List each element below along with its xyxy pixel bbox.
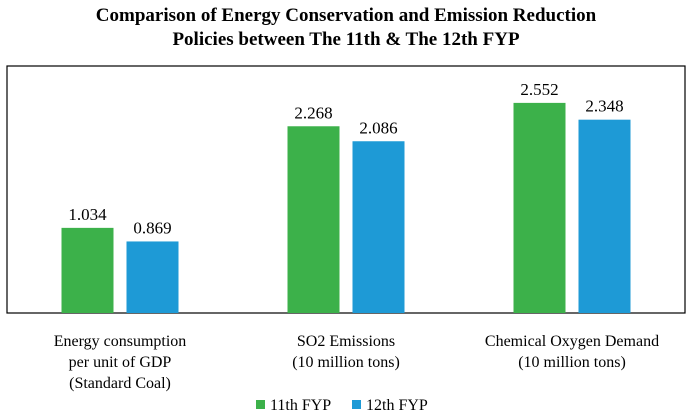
plot-area: [6, 65, 686, 314]
category-label-0-line-2: (Standard Coal): [69, 375, 171, 392]
chart-title-line-1: Comparison of Energy Conservation and Em…: [96, 5, 597, 26]
value-label-1-1: 2.086: [359, 118, 397, 137]
bar-12th-fyp-2: [578, 119, 631, 313]
category-label-2-line-1: (10 million tons): [518, 354, 626, 371]
category-label-0-line-1: per unit of GDP: [69, 354, 172, 371]
bar-11th-fyp-2: [513, 102, 566, 313]
legend-label-1: 12th FYP: [366, 397, 428, 414]
category-label-2-line-0: Chemical Oxygen Demand: [485, 333, 659, 350]
value-label-0-1: 2.268: [294, 103, 332, 122]
category-label-0-line-0: Energy consumption: [54, 333, 187, 350]
bar-11th-fyp-0: [61, 227, 114, 313]
category-label-1-line-0: SO2 Emissions: [297, 333, 395, 350]
value-label-0-0: 1.034: [68, 205, 107, 224]
bar-12th-fyp-0: [126, 241, 179, 313]
chart-title-line-2: Policies between The 11th & The 12th FYP: [172, 29, 519, 50]
legend-swatch-1: [352, 400, 361, 409]
legend: 11th FYP 12th FYP: [256, 397, 428, 414]
bar-11th-fyp-1: [287, 126, 340, 313]
value-label-1-0: 0.869: [133, 218, 171, 237]
bar-12th-fyp-1: [352, 141, 405, 313]
legend-swatch-0: [256, 400, 265, 409]
category-label-1-line-1: (10 million tons): [292, 354, 400, 371]
value-label-0-2: 2.552: [520, 80, 558, 99]
legend-label-0: 11th FYP: [270, 397, 331, 414]
value-label-1-2: 2.348: [585, 97, 623, 116]
